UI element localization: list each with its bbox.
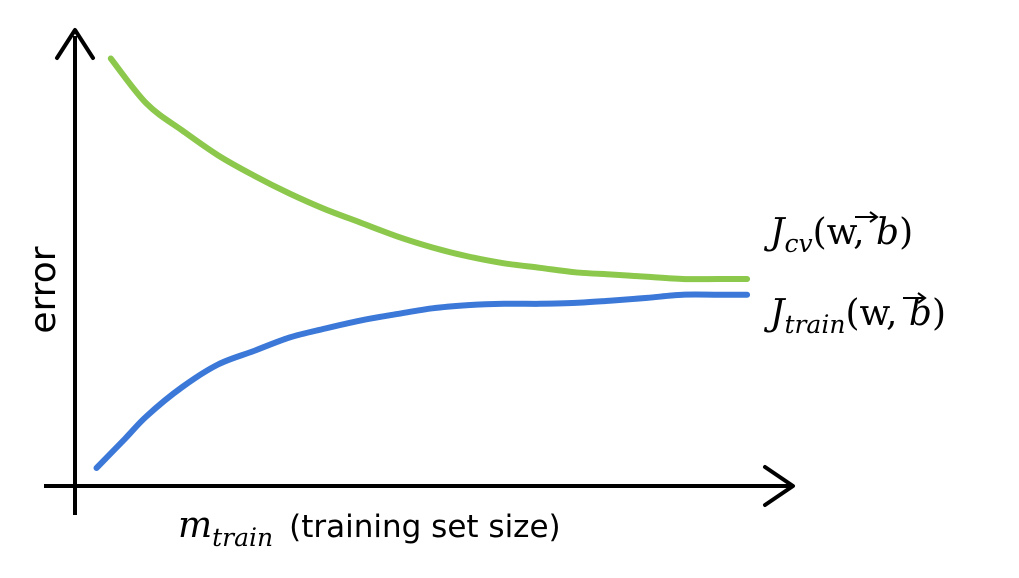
series-label-cv-symbol: J bbox=[763, 212, 787, 253]
series-label-train: Jtrain(w, b) bbox=[763, 292, 946, 339]
x-axis-label-subscript: train bbox=[212, 523, 273, 552]
series-label-train-sep: , bbox=[886, 293, 909, 334]
series-label-cv-b: b bbox=[876, 212, 899, 253]
series-label-cv-open: ( bbox=[813, 212, 827, 253]
series-label-cv-sep: , bbox=[853, 212, 876, 253]
series-label-train-open: ( bbox=[845, 293, 859, 334]
series-layer bbox=[93, 55, 751, 471]
series-line-cv bbox=[107, 55, 751, 283]
y-axis-label: error bbox=[23, 246, 64, 333]
series-label-cv-close: ) bbox=[899, 212, 913, 253]
series-label-cv-subscript: cv bbox=[784, 229, 812, 258]
x-axis-label-symbol: m bbox=[178, 505, 212, 546]
series-label-train-vec: w bbox=[859, 293, 890, 334]
series-label-train-b: b bbox=[909, 293, 932, 334]
svg-text:Jtrain(w, b): Jtrain(w, b) bbox=[763, 293, 946, 339]
y-axis-arrowhead bbox=[55, 28, 95, 60]
series-label-train-close: ) bbox=[932, 293, 946, 334]
x-axis-label-description: (training set size) bbox=[289, 509, 560, 545]
x-axis-arrowhead bbox=[763, 465, 795, 507]
series-label-cv: Jcv(w, b) bbox=[763, 211, 913, 258]
svg-text:Jcv(w, b): Jcv(w, b) bbox=[763, 212, 913, 258]
series-line-train bbox=[93, 291, 751, 471]
x-axis-label: mtrain (training set size) bbox=[178, 505, 561, 552]
series-label-cv-vec-arrowhead bbox=[869, 211, 879, 223]
series-label-train-vec-arrowhead bbox=[917, 292, 927, 304]
series-label-train-subscript: train bbox=[784, 310, 845, 339]
series-label-train-symbol: J bbox=[763, 293, 787, 334]
series-label-cv-vec: w bbox=[827, 212, 858, 253]
